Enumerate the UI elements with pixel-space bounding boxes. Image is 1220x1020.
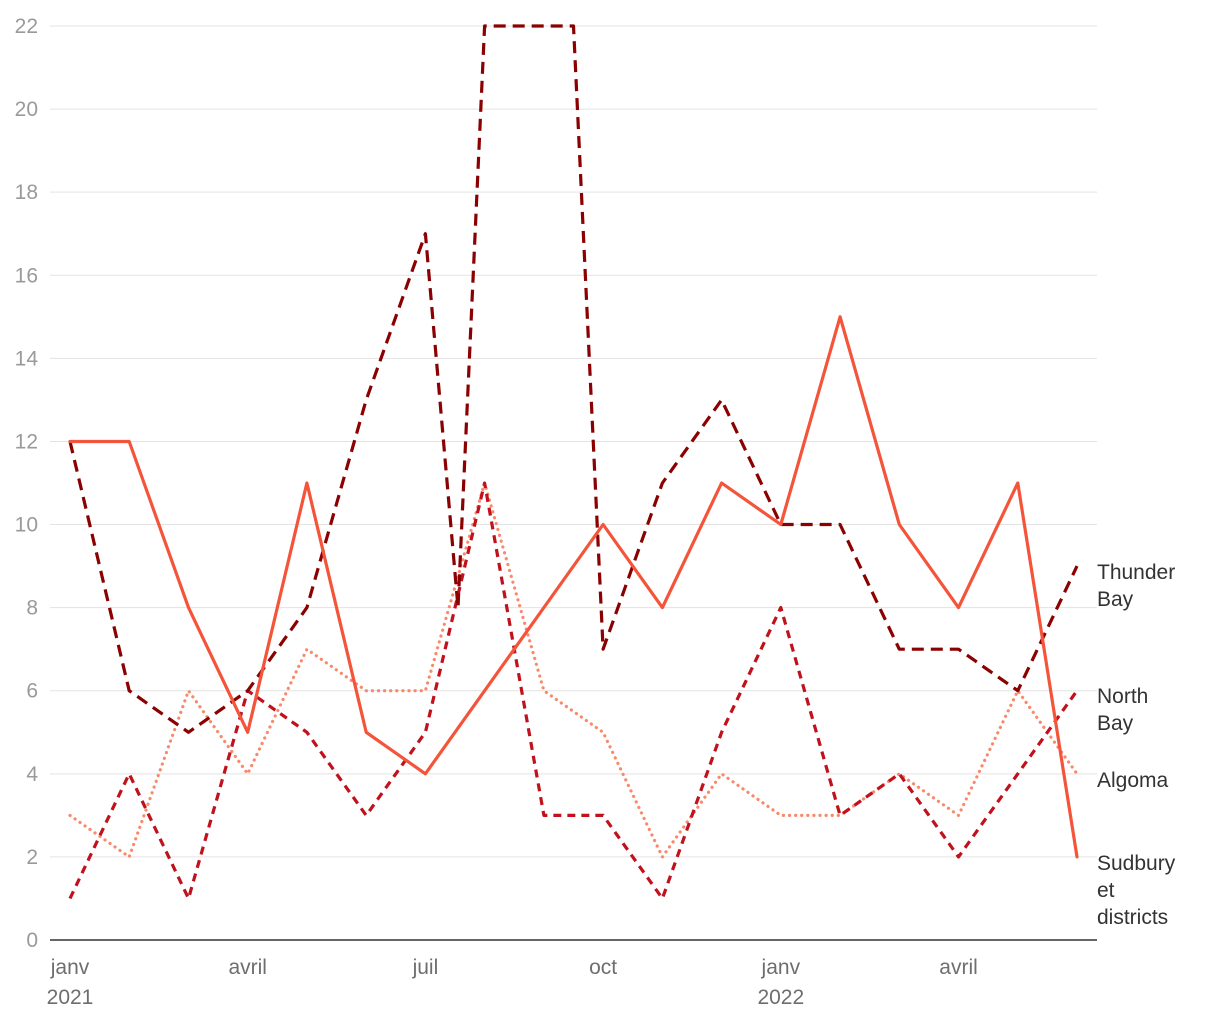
- legend-line-thunder-bay-1: Bay: [1097, 588, 1134, 611]
- y-tick-label-18: 18: [15, 181, 38, 204]
- legend-line-algoma-0: Algoma: [1097, 769, 1169, 792]
- legend-line-sudbury-et-districts-1: et: [1097, 879, 1115, 902]
- legend-line-sudbury-et-districts-0: Sudbury: [1097, 852, 1176, 875]
- legend-label-sudbury-et-districts: Sudbury et districts: [1097, 852, 1176, 929]
- y-tick-label-22: 22: [15, 15, 38, 38]
- legend-label-north-bay: North Bay: [1097, 685, 1148, 735]
- x-tick-label-avril-3: avril: [228, 956, 267, 979]
- legend-label-thunder-bay: Thunder Bay: [1097, 561, 1175, 611]
- y-tick-label-0: 0: [26, 929, 38, 952]
- line-end-legend: Thunder Bay North Bay Algoma Sudbury et distric…: [1097, 561, 1176, 929]
- x-tick-label-janv-0: janv: [50, 956, 90, 979]
- y-tick-label-12: 12: [15, 430, 38, 453]
- y-tick-label-10: 10: [15, 514, 38, 537]
- y-tick-label-20: 20: [15, 98, 38, 121]
- series-line-sudbury-et-districts: [68, 315, 1079, 859]
- x-tick-label-janv-12: janv: [761, 956, 801, 979]
- series-lines: [68, 24, 1079, 901]
- y-tick-label-4: 4: [26, 763, 38, 786]
- x-tick-year-2022: 2022: [757, 986, 804, 1009]
- series-line-north-bay: [68, 481, 1079, 901]
- y-axis-ticks: 0 2 4 6 8 10 12 14 16 18 20 22: [15, 15, 39, 952]
- y-tick-label-2: 2: [26, 846, 38, 869]
- legend-line-north-bay-0: North: [1097, 685, 1148, 708]
- x-tick-label-avril-15: avril: [939, 956, 978, 979]
- y-tick-label-6: 6: [26, 680, 38, 703]
- x-axis-ticks: janv 2021 avril juil oct janv 2022 avril: [47, 956, 978, 1009]
- legend-line-north-bay-1: Bay: [1097, 712, 1134, 735]
- legend-label-algoma: Algoma: [1097, 769, 1169, 792]
- x-tick-year-2021: 2021: [47, 986, 94, 1009]
- x-tick-label-juil-6: juil: [412, 956, 439, 979]
- y-tick-label-14: 14: [15, 347, 39, 370]
- gridlines: [50, 25, 1097, 858]
- y-tick-label-8: 8: [26, 597, 38, 620]
- series-line-thunder-bay: [68, 24, 1079, 734]
- legend-line-thunder-bay-0: Thunder: [1097, 561, 1175, 584]
- x-tick-label-oct-9: oct: [589, 956, 617, 979]
- legend-line-sudbury-et-districts-2: districts: [1097, 906, 1168, 929]
- y-tick-label-16: 16: [15, 264, 38, 287]
- series-line-algoma: [68, 481, 1079, 859]
